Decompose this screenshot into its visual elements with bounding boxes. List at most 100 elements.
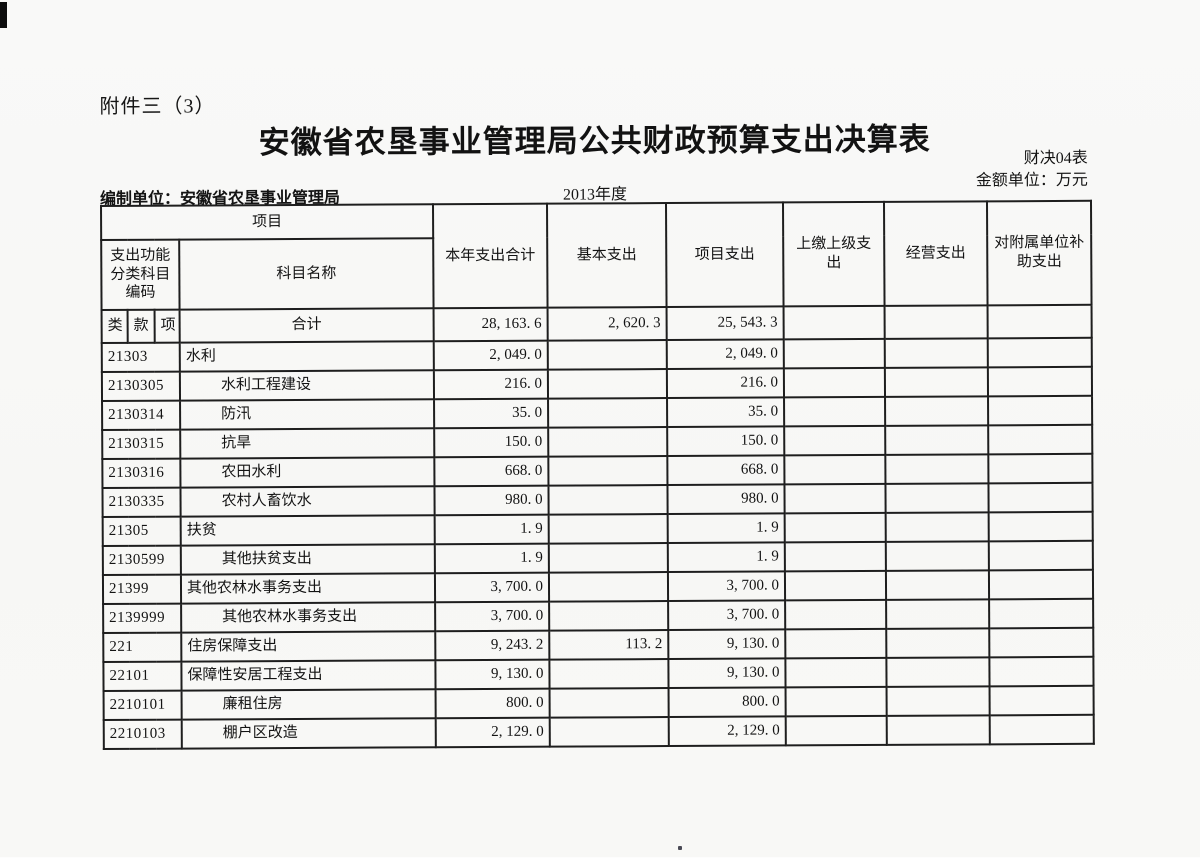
- row-subject-name: 扶贫: [180, 515, 435, 546]
- row-value: 9, 243. 2: [435, 630, 550, 661]
- total-row: 类 款 项 合计 28, 163. 6 2, 620. 3 25, 543. 3: [101, 304, 1092, 343]
- total-row-label: 合计: [179, 308, 434, 343]
- row-value: [989, 714, 1094, 745]
- row-value: 9, 130. 0: [435, 659, 550, 690]
- row-code: 2210103: [103, 719, 182, 749]
- row-value: [886, 628, 990, 658]
- row-subject-name: 抗旱: [180, 428, 435, 459]
- row-value: [548, 485, 668, 515]
- row-subject-name: 水利工程建设: [179, 370, 435, 401]
- row-value: [785, 628, 887, 659]
- row-value: [785, 715, 887, 746]
- row-subject-name: 其他农林水事务支出: [181, 602, 436, 633]
- header-basic-expenditure: 基本支出: [547, 203, 667, 308]
- row-value: 3, 700. 0: [434, 572, 550, 603]
- header-upward-remittance: 上缴上级支出: [783, 201, 885, 307]
- row-code: 2130315: [102, 429, 181, 459]
- header-project-group: 项目: [101, 204, 434, 240]
- row-value: [784, 425, 886, 456]
- row-value: [884, 367, 989, 397]
- row-value: [988, 569, 1094, 600]
- row-value: 668. 0: [667, 455, 785, 486]
- row-value: 150. 0: [667, 426, 785, 457]
- row-value: [885, 512, 989, 542]
- row-value: 668. 0: [434, 456, 549, 487]
- row-value: [549, 688, 669, 718]
- row-subject-name: 其他扶贫支出: [180, 544, 435, 575]
- row-value: 216. 0: [433, 369, 549, 400]
- row-value: [988, 482, 1093, 513]
- row-value: [549, 659, 669, 689]
- row-value: 9, 130. 0: [668, 658, 786, 689]
- row-value: [547, 369, 668, 399]
- row-value: [988, 511, 1093, 542]
- scan-edge-artifact: [0, 2, 7, 28]
- header-code-item: 项: [154, 309, 180, 343]
- row-value: [784, 541, 886, 572]
- row-value: [783, 367, 886, 398]
- row-code: 2130335: [102, 487, 181, 517]
- header-subject-name: 科目名称: [179, 238, 434, 310]
- total-value: [987, 304, 1092, 339]
- header-subsidy-to-affiliates: 对附属单位补助支出: [987, 200, 1092, 306]
- row-value: 2, 049. 0: [666, 339, 784, 370]
- row-value: [783, 338, 885, 369]
- table-row: 2210103 棚户区改造 2, 129. 0 2, 129. 0: [103, 714, 1094, 749]
- row-code: 2130316: [102, 458, 181, 488]
- row-value: [989, 656, 1094, 687]
- row-value: [548, 427, 668, 457]
- scan-speck-artifact: [678, 846, 682, 850]
- row-subject-name: 保障性安居工程支出: [181, 660, 436, 691]
- row-code: 2130314: [102, 400, 181, 430]
- row-value: [785, 599, 887, 630]
- row-value: [988, 395, 1093, 426]
- total-value: [884, 305, 988, 339]
- row-subject-name: 农田水利: [180, 457, 435, 488]
- row-value: [886, 686, 990, 716]
- row-value: 1. 9: [434, 543, 549, 574]
- row-value: [785, 657, 887, 688]
- row-value: 800. 0: [668, 687, 786, 718]
- row-code: 21399: [102, 574, 182, 604]
- row-subject-name: 廉租住房: [181, 689, 436, 720]
- header-code-class: 类: [101, 309, 128, 343]
- row-value: 35. 0: [667, 397, 785, 428]
- row-value: 800. 0: [435, 688, 550, 719]
- row-code: 21305: [102, 516, 181, 546]
- row-subject-name: 防汛: [180, 399, 435, 430]
- row-value: [989, 685, 1094, 716]
- header-total-expenditure: 本年支出合计: [433, 203, 548, 309]
- row-value: [548, 543, 668, 573]
- row-subject-name: 其他农林水事务支出: [180, 573, 436, 604]
- row-subject-name: 农村人畜饮水: [180, 486, 435, 517]
- row-value: 2, 049. 0: [433, 340, 548, 371]
- row-value: [885, 396, 989, 426]
- row-code: 21303: [101, 342, 180, 372]
- row-value: [987, 337, 1092, 368]
- row-value: [548, 398, 668, 428]
- row-value: [784, 512, 886, 543]
- row-value: 2, 129. 0: [435, 717, 550, 748]
- row-value: 216. 0: [666, 368, 785, 399]
- row-value: [885, 570, 990, 600]
- row-code: 2130599: [102, 545, 181, 575]
- row-value: 2, 129. 0: [668, 716, 786, 747]
- row-code: 2139999: [103, 603, 182, 633]
- row-code: 221: [103, 632, 182, 662]
- row-value: [989, 627, 1094, 658]
- header-operating-expenditure: 经营支出: [884, 201, 988, 306]
- row-code: 22101: [103, 661, 182, 691]
- total-value: 25, 543. 3: [666, 306, 784, 341]
- row-value: [548, 514, 668, 544]
- row-value: [549, 601, 669, 631]
- row-value: 3, 700. 0: [668, 600, 786, 631]
- row-value: 1. 9: [434, 514, 549, 545]
- row-value: 980. 0: [434, 485, 549, 516]
- row-value: [547, 340, 667, 370]
- row-value: [885, 541, 989, 571]
- row-value: 980. 0: [667, 484, 785, 515]
- header-function-code: 支出功能 分类科目 编码: [101, 239, 180, 310]
- header-row-project: 项目 本年支出合计 基本支出 项目支出 上缴上级支出 经营支出 对附属单位补助支…: [101, 200, 1092, 309]
- row-code: 2210101: [103, 690, 182, 720]
